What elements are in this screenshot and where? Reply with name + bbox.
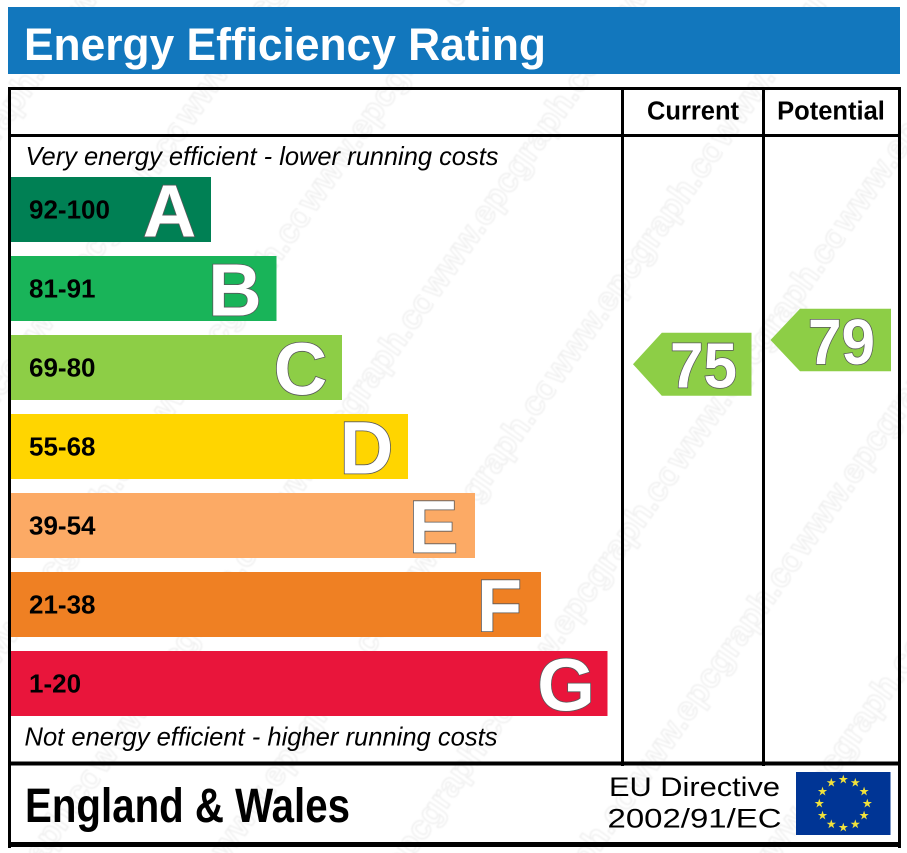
svg-text:England & Wales: England & Wales — [25, 780, 350, 833]
svg-text:D: D — [340, 407, 393, 490]
svg-text:Energy Efficiency Rating: Energy Efficiency Rating — [24, 19, 546, 70]
svg-text:EU Directive: EU Directive — [609, 772, 780, 802]
svg-text:F: F — [477, 565, 522, 648]
svg-text:Potential: Potential — [777, 98, 885, 126]
svg-text:Not energy efficient - higher: Not energy efficient - higher running co… — [25, 722, 498, 752]
svg-text:75: 75 — [670, 330, 737, 402]
svg-text:C: C — [274, 328, 327, 411]
svg-text:A: A — [143, 170, 196, 253]
svg-text:69-80: 69-80 — [29, 353, 96, 383]
svg-text:Very energy efficient - lower: Very energy efficient - lower running co… — [26, 141, 499, 171]
svg-text:E: E — [409, 486, 458, 569]
svg-text:1-20: 1-20 — [29, 669, 81, 699]
svg-text:79: 79 — [808, 306, 875, 378]
svg-text:81-91: 81-91 — [29, 274, 96, 304]
svg-text:2002/91/EC: 2002/91/EC — [608, 804, 782, 834]
svg-text:39-54: 39-54 — [29, 511, 96, 541]
svg-text:55-68: 55-68 — [29, 432, 96, 462]
svg-text:B: B — [208, 249, 261, 332]
svg-text:21-38: 21-38 — [29, 590, 96, 620]
svg-text:92-100: 92-100 — [29, 195, 110, 225]
svg-text:G: G — [537, 644, 595, 727]
svg-text:Current: Current — [647, 98, 740, 126]
